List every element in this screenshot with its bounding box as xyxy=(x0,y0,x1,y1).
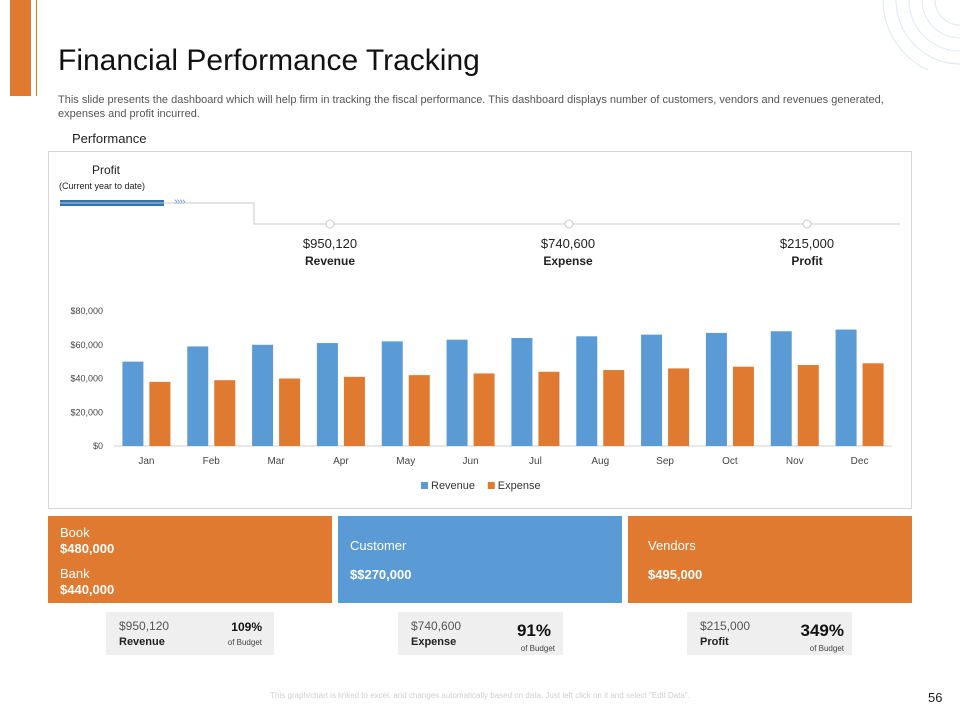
x-tick-label: Sep xyxy=(656,456,674,467)
customer-label: Customer xyxy=(350,538,407,553)
bar-revenue-aug xyxy=(576,336,598,446)
kpi-expense-label: Expense xyxy=(543,254,593,268)
accent-line xyxy=(36,0,37,96)
kpi-connector xyxy=(60,202,900,229)
bar-expense-oct xyxy=(732,366,754,446)
bar-revenue-oct xyxy=(705,332,727,446)
kpi-node xyxy=(802,219,812,229)
mini-kpi-budget: of Budget xyxy=(809,644,844,653)
bar-expense-aug xyxy=(603,370,625,446)
x-tick-label: Feb xyxy=(203,456,221,467)
bar-revenue-dec xyxy=(835,329,857,446)
mini-kpi-percent: 349% xyxy=(800,621,844,640)
kpi-node xyxy=(325,219,335,229)
x-tick-label: Apr xyxy=(333,456,349,467)
legend-label-expense: Expense xyxy=(498,480,541,492)
mini-kpi-budget: of Budget xyxy=(227,638,262,647)
bar-revenue-may xyxy=(381,341,403,446)
bar-expense-apr xyxy=(343,376,365,446)
footnote: This graph/chart is linked to excel, and… xyxy=(270,691,690,700)
customer-value: $$270,000 xyxy=(350,567,412,582)
x-tick-label: Jun xyxy=(463,456,479,467)
kpi-revenue-label: Revenue xyxy=(304,254,356,268)
book-label: Book xyxy=(60,525,90,540)
x-tick-label: May xyxy=(396,456,415,467)
section-label: Performance xyxy=(72,131,147,146)
legend-label-revenue: Revenue xyxy=(431,480,475,492)
x-tick-label: Nov xyxy=(786,456,804,467)
y-tick-label: $80,000 xyxy=(70,306,103,316)
chevron-arrows-icon: ›››› xyxy=(174,196,186,208)
mini-kpi-label: Profit xyxy=(700,636,729,648)
bar-revenue-feb xyxy=(187,346,209,446)
page-description: This slide presents the dashboard which … xyxy=(58,94,884,120)
mini-kpi-value: $950,120 xyxy=(119,619,170,633)
bar-revenue-nov xyxy=(770,331,792,446)
bank-value: $440,000 xyxy=(60,582,115,597)
mini-kpi-value: $740,600 xyxy=(411,619,462,633)
y-tick-label: $0 xyxy=(93,441,103,451)
book-value: $480,000 xyxy=(60,541,115,556)
x-tick-label: Mar xyxy=(267,456,285,467)
y-tick-label: $60,000 xyxy=(70,340,103,350)
bar-revenue-apr xyxy=(316,343,338,446)
page-number: 56 xyxy=(928,690,943,705)
mini-kpi-label: Revenue xyxy=(119,636,165,648)
bar-expense-feb xyxy=(214,380,236,446)
x-tick-label: Jan xyxy=(138,456,154,467)
mini-kpi-value: $215,000 xyxy=(700,619,751,633)
mini-kpi-budget: of Budget xyxy=(520,644,555,653)
profit-sublabel: (Current year to date) xyxy=(59,181,146,191)
bar-expense-dec xyxy=(862,363,884,446)
mini-kpi-revenue: $950,120 Revenue 109% of Budget xyxy=(106,612,274,655)
x-tick-label: Oct xyxy=(722,456,738,467)
accent-bar xyxy=(10,0,31,96)
bar-revenue-sep xyxy=(641,334,663,446)
kpi-profit-value: $215,000 xyxy=(779,236,835,251)
legend-swatch-revenue xyxy=(421,482,428,489)
bar-revenue-mar xyxy=(252,344,274,446)
profit-label: Profit xyxy=(92,163,121,177)
x-tick-label: Jul xyxy=(529,456,542,467)
bar-expense-nov xyxy=(797,365,819,446)
kpi-profit-label: Profit xyxy=(791,254,823,268)
page-title: Financial Performance Tracking xyxy=(58,44,480,77)
kpi-expense-value: $740,600 xyxy=(540,236,596,251)
bar-expense-jul xyxy=(538,371,560,446)
mini-kpi-percent: 91% xyxy=(516,621,551,640)
x-tick-label: Dec xyxy=(851,456,869,467)
bank-label: Bank xyxy=(60,566,90,581)
y-tick-label: $40,000 xyxy=(70,374,103,384)
bar-expense-mar xyxy=(279,378,301,446)
x-tick-label: Aug xyxy=(591,456,609,467)
bar-expense-sep xyxy=(668,368,690,446)
mini-kpi-expense: $740,600 Expense 91% of Budget xyxy=(398,612,563,655)
bar-revenue-jun xyxy=(446,339,468,446)
y-tick-label: $20,000 xyxy=(70,407,103,417)
kpi-node xyxy=(564,219,574,229)
vendors-card: Vendors $495,000 xyxy=(628,516,912,603)
bar-revenue-jan xyxy=(122,361,144,446)
bar-expense-may xyxy=(408,375,430,446)
vendors-value: $495,000 xyxy=(648,567,703,582)
performance-panel xyxy=(48,151,912,509)
revenue-expense-bar-chart: $0 $20,000 $40,000 $60,000 $80,000 Jan Feb Mar A… xyxy=(70,306,892,492)
bar-expense-jan xyxy=(149,381,171,446)
customer-card: Customer $$270,000 xyxy=(338,516,622,603)
mini-kpi-profit: $215,000 Profit 349% of Budget xyxy=(687,612,852,655)
mini-kpi-label: Expense xyxy=(411,636,457,648)
legend-swatch-expense xyxy=(487,482,495,489)
kpi-revenue-value: $950,120 xyxy=(302,236,358,251)
mini-kpi-percent: 109% xyxy=(231,620,262,634)
vendors-label: Vendors xyxy=(648,538,696,553)
bar-expense-jun xyxy=(473,373,495,446)
bar-revenue-jul xyxy=(511,338,533,446)
book-bank-card: Book $480,000 Bank $440,000 xyxy=(48,516,332,603)
